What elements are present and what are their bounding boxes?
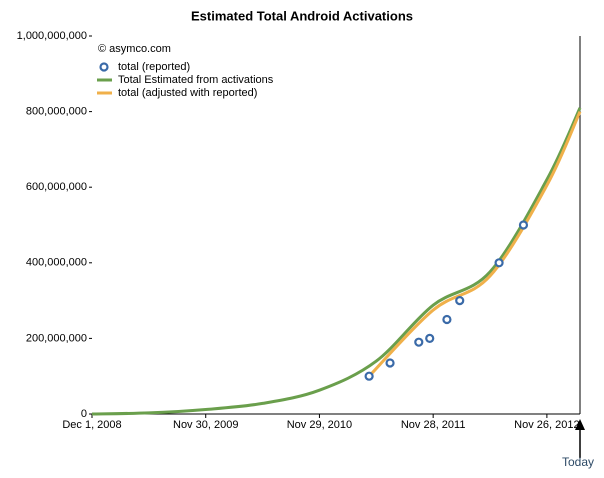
data-point [455, 296, 465, 306]
today-arrowhead [575, 419, 585, 430]
data-point [414, 337, 424, 347]
x-tick-label: Dec 1, 2008 [62, 419, 121, 431]
data-point [494, 258, 504, 268]
source-note: © asymco.com [98, 43, 171, 55]
data-point [442, 314, 452, 325]
y-tick-label: 600,000,000 [26, 181, 87, 193]
data-point [385, 358, 395, 368]
chart-title: Estimated Total Android Activations [191, 8, 413, 23]
series-line [368, 110, 582, 378]
y-tick-label: 400,000,000 [26, 257, 87, 269]
x-tick-label: Nov 26, 2012 [514, 419, 579, 431]
x-tick-label: Nov 29, 2010 [287, 419, 352, 431]
y-tick-label: 200,000,000 [26, 332, 87, 344]
x-tick-label: Nov 28, 2011 [401, 419, 466, 431]
legend-label: total (reported) [118, 61, 190, 73]
y-tick-label: 800,000,000 [26, 106, 87, 118]
y-tick-label: 0 [81, 408, 87, 420]
series-line [91, 107, 582, 416]
legend-marker [99, 62, 109, 72]
x-tick-label: Nov 30, 2009 [173, 419, 238, 431]
y-tick-label: 1,000,000,000 [17, 30, 87, 42]
data-point [364, 371, 374, 381]
legend-label: Total Estimated from activations [118, 74, 274, 86]
legend-label: total (adjusted with reported) [118, 87, 257, 99]
today-label: Today [562, 455, 594, 469]
data-point [518, 220, 529, 230]
data-point [425, 333, 435, 343]
